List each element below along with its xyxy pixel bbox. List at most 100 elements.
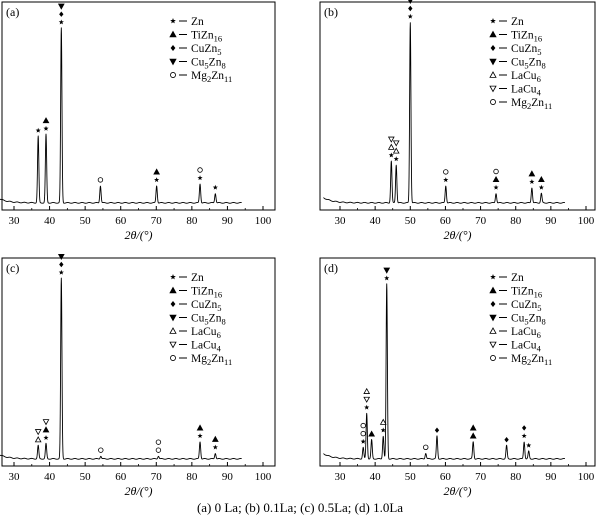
peak-symbol-zn	[526, 442, 532, 448]
x-tick-label: 40	[370, 471, 382, 483]
legend-label: TiZn16	[511, 286, 542, 300]
peak-symbol-cuzn5	[59, 11, 64, 17]
legend-label: Zn	[191, 272, 204, 284]
legend-symbol-tizn16	[489, 286, 497, 294]
peak-symbol-zn	[212, 444, 218, 450]
legend-label: Zn	[511, 16, 524, 28]
peak-marker-stack	[528, 170, 536, 184]
legend-label: Mg2Zn11	[191, 70, 232, 84]
x-tick-label: 90	[545, 215, 557, 227]
peak-symbol-cuzn5	[521, 425, 527, 431]
legend-symbol-lacu6	[489, 71, 497, 78]
peak-marker-stack	[368, 430, 376, 437]
legend-label: Mg2Zn11	[511, 353, 552, 367]
legend-label: CuZn5	[191, 299, 221, 313]
peak-symbol-zn	[529, 179, 535, 184]
peak-marker-stack	[35, 127, 41, 133]
legend-label: Zn	[511, 272, 524, 284]
legend-label: Cu5Zn8	[511, 57, 546, 71]
peak-marker-stack	[521, 425, 527, 439]
x-tick-label: 60	[115, 215, 127, 227]
peak-marker-stack	[360, 422, 366, 444]
x-tick-label: 80	[510, 471, 522, 483]
legend-label: CuZn5	[511, 43, 541, 57]
peak-symbol-lacu4	[42, 419, 50, 426]
x-axis-label: 2θ/(°)	[443, 228, 471, 242]
peak-symbol-tizn16	[492, 175, 500, 183]
peak-symbol-zn	[360, 438, 366, 444]
legend-label: LaCu4	[191, 340, 222, 354]
legend-label: LaCu6	[511, 70, 541, 84]
peak-symbol-lacu6	[387, 143, 395, 150]
peak-symbol-cuzn5	[434, 427, 440, 433]
peak-marker-stack	[504, 437, 509, 443]
peak-marker-stack	[392, 140, 400, 162]
peak-symbol-tizn16	[537, 175, 545, 183]
x-axis-label: 2θ/(°)	[443, 484, 471, 498]
peak-symbol-zn	[58, 19, 64, 25]
peak-symbol-lacu4	[34, 429, 42, 436]
legend-label: CuZn5	[511, 299, 541, 313]
peak-marker-stack	[537, 175, 545, 190]
peak-symbol-zn	[538, 184, 544, 190]
peak-symbol-cu5zn8	[383, 267, 391, 274]
x-tick-label: 60	[440, 471, 452, 483]
legend-label: TiZn16	[191, 286, 222, 300]
peak-symbol-zn	[407, 13, 413, 19]
legend-label: Mg2Zn11	[191, 353, 232, 367]
peak-symbol-lacu6	[34, 436, 42, 443]
xrd-panel: (b) 30 40 50 60 70 80 90 100 2θ/(°) Zn TiZn16CuZn5C…	[319, 0, 596, 242]
peak-marker-stack	[42, 117, 50, 131]
peak-symbol-mg2zn11	[155, 439, 162, 445]
peak-symbol-lacu6	[392, 147, 400, 154]
peak-symbol-tizn16	[469, 432, 477, 439]
peak-symbol-cuzn5	[59, 261, 64, 268]
legend-symbol-cuzn5	[170, 45, 176, 51]
xrd-panel: (c) 30 40 50 60 70 80 90 100 2θ/(°) Zn TiZn16CuZn5C…	[0, 253, 276, 498]
peak-marker-stack	[423, 444, 429, 450]
legend-label: Cu5Zn8	[191, 57, 226, 71]
peak-marker-stack	[526, 442, 532, 448]
legend-label: Zn	[191, 16, 204, 28]
peak-symbol-zn	[43, 125, 49, 131]
legend-label: CuZn5	[191, 43, 221, 57]
peak-marker-stack	[34, 429, 42, 443]
x-tick-label: 70	[475, 215, 487, 227]
x-tick-label: 70	[151, 471, 163, 483]
peak-symbol-cu5zn8	[57, 3, 65, 10]
x-tick-label: 100	[578, 215, 595, 227]
peak-symbol-tizn16	[42, 426, 50, 433]
legend-symbol-mg2zn11	[490, 355, 496, 361]
peak-symbol-mg2zn11	[97, 177, 104, 183]
legend-symbol-zn	[490, 18, 496, 24]
legend-symbol-zn	[170, 274, 176, 280]
peak-symbol-mg2zn11	[360, 430, 366, 437]
peak-symbol-mg2zn11	[360, 422, 366, 429]
x-tick-label: 80	[186, 215, 198, 227]
peak-symbol-zn	[493, 184, 499, 190]
x-tick-label: 30	[9, 471, 21, 483]
peak-symbol-zn	[388, 152, 394, 158]
peak-marker-stack	[57, 3, 65, 25]
peak-symbol-mg2zn11	[423, 444, 429, 450]
legend-symbol-lacu6	[169, 327, 177, 334]
legend-symbol-tizn16	[169, 30, 177, 38]
peak-symbol-cu5zn8	[408, 0, 413, 5]
x-tick-label: 70	[151, 215, 163, 227]
legend-symbol-cuzn5	[490, 301, 496, 307]
legend-symbol-cu5zn8	[169, 58, 177, 66]
peak-marker-stack	[212, 184, 218, 190]
legend-symbol-lacu4	[169, 341, 177, 349]
peak-marker-stack	[211, 435, 219, 450]
peak-marker-stack	[492, 168, 500, 190]
x-tick-label: 90	[222, 471, 234, 483]
legend-symbol-tizn16	[169, 286, 177, 294]
peak-symbol-tizn16	[196, 424, 204, 431]
x-tick-label: 50	[405, 215, 417, 227]
x-tick-label: 30	[335, 471, 347, 483]
peak-symbol-lacu6	[363, 387, 371, 394]
